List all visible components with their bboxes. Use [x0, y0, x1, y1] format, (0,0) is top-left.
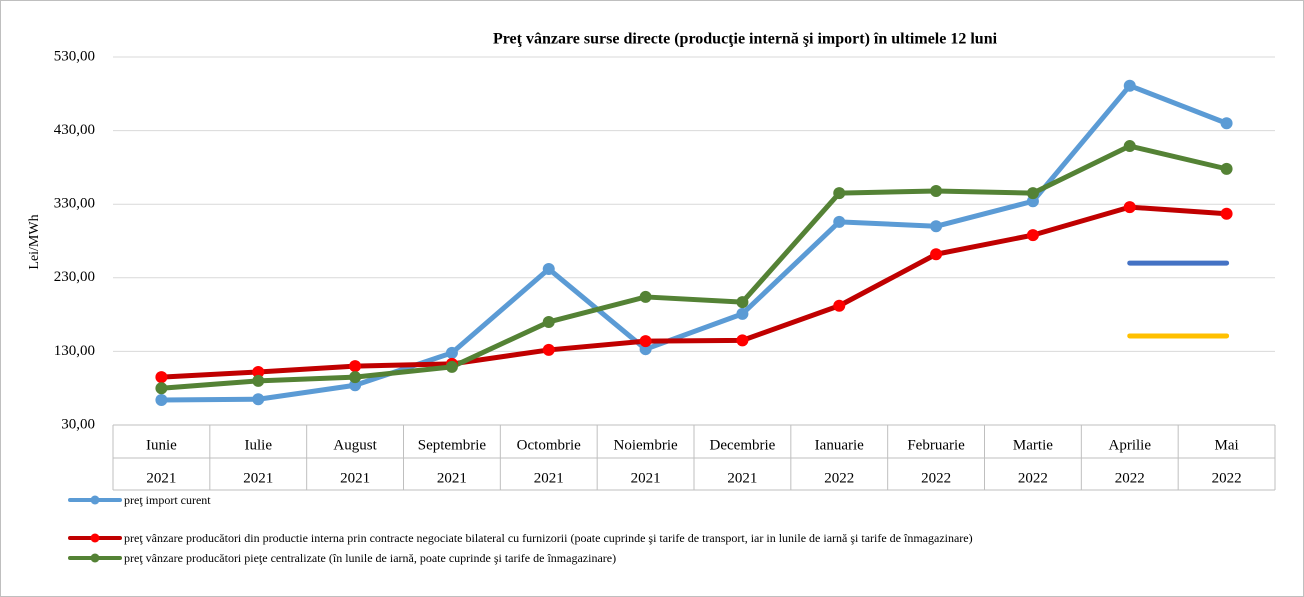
y-tick-label: 430,00 — [54, 122, 95, 138]
legend-swatch — [68, 533, 122, 543]
x-tick-label: 2021 — [340, 470, 370, 486]
data-point — [252, 366, 265, 379]
x-tick-label: 2022 — [1115, 470, 1145, 486]
data-point — [1123, 201, 1136, 214]
data-point — [930, 184, 943, 197]
data-point — [445, 360, 458, 373]
data-point — [930, 248, 943, 261]
series-line — [158, 83, 1230, 403]
x-tick-label: 2022 — [921, 470, 951, 486]
data-point — [349, 360, 362, 373]
legend-label: preţ vânzare producători pieţe centraliz… — [124, 551, 617, 565]
data-point — [1220, 162, 1233, 175]
data-point — [542, 315, 555, 328]
x-tick-label: 2021 — [146, 470, 176, 486]
x-tick-label: August — [333, 437, 377, 453]
series-line — [158, 143, 1230, 391]
data-point — [639, 290, 652, 303]
x-tick-label: 2021 — [437, 470, 467, 486]
legend-marker — [90, 553, 100, 563]
legend-label: preţ import curent — [124, 493, 211, 507]
data-point — [252, 393, 265, 406]
y-tick-label: 230,00 — [54, 269, 95, 285]
data-point — [930, 220, 943, 233]
legend-label: preţ vânzare producători din productie i… — [124, 531, 973, 545]
x-tick-label: Septembrie — [418, 437, 487, 453]
x-tick-label: Aprilie — [1109, 437, 1152, 453]
y-tick-label: 530,00 — [54, 48, 95, 64]
y-tick-label: 30,00 — [61, 416, 95, 432]
data-point — [1220, 117, 1233, 130]
legend-marker — [90, 533, 100, 543]
data-point — [349, 371, 362, 384]
x-tick-label: Decembrie — [710, 437, 776, 453]
legend-marker — [90, 495, 100, 505]
x-tick-label: 2021 — [631, 470, 661, 486]
data-point — [155, 382, 168, 395]
x-tick-label: 2022 — [1212, 470, 1242, 486]
data-point — [639, 335, 652, 348]
y-tick-label: 330,00 — [54, 196, 95, 212]
legend-item: preţ vânzare producători din productie i… — [68, 530, 1004, 546]
data-point — [1026, 187, 1039, 200]
data-point — [1220, 207, 1233, 220]
legend-item: preţ vânzare producători pieţe centraliz… — [68, 550, 1004, 566]
x-tick-label: Martie — [1013, 437, 1053, 453]
data-point — [1123, 140, 1136, 153]
data-point — [542, 343, 555, 356]
data-point — [833, 215, 846, 228]
data-point — [736, 334, 749, 347]
x-tick-label: 2022 — [824, 470, 854, 486]
data-point — [252, 374, 265, 387]
data-point — [155, 371, 168, 384]
legend-item: preţ import curent — [68, 492, 1004, 508]
x-tick-label: Ianuarie — [815, 437, 864, 453]
x-tick-label: Mai — [1214, 437, 1238, 453]
y-axis-label: Lei/MWh — [27, 214, 42, 269]
x-tick-label: 2022 — [1018, 470, 1048, 486]
data-point — [736, 296, 749, 309]
data-point — [1026, 229, 1039, 242]
data-point — [445, 346, 458, 359]
data-point — [736, 307, 749, 320]
series-line — [158, 204, 1230, 380]
x-tick-label: Octombrie — [517, 437, 581, 453]
x-tick-label: 2021 — [727, 470, 757, 486]
data-point — [1123, 79, 1136, 92]
data-point — [833, 187, 846, 200]
legend-swatch — [68, 495, 122, 505]
x-tick-label: Februarie — [907, 437, 965, 453]
data-point — [833, 299, 846, 312]
y-tick-label: 130,00 — [54, 343, 95, 359]
x-tick-label: 2021 — [243, 470, 273, 486]
x-tick-label: Iulie — [245, 437, 273, 453]
x-tick-label: Iunie — [146, 437, 177, 453]
x-tick-label: Noiembrie — [614, 437, 678, 453]
legend-swatch — [68, 553, 122, 563]
data-point — [155, 393, 168, 406]
data-point — [542, 262, 555, 275]
legend: preţ import curent preţ vânzare producăto… — [68, 492, 1004, 566]
chart-title: Preţ vânzare surse directe (producţie in… — [493, 31, 998, 48]
x-tick-label: 2021 — [534, 470, 564, 486]
